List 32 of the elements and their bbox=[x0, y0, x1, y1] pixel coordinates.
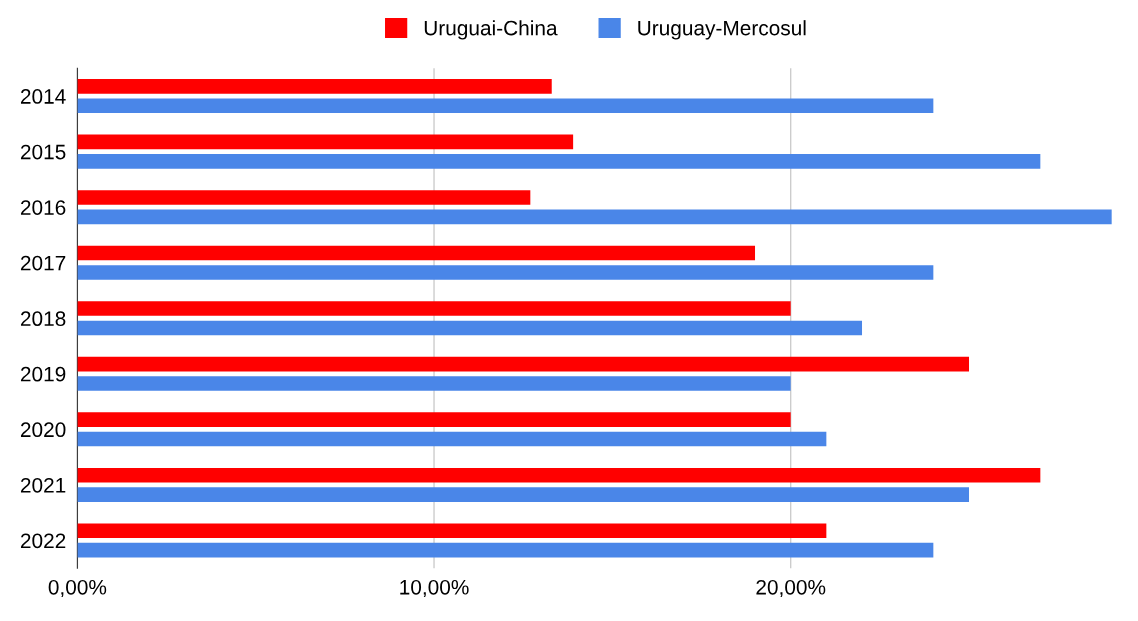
bar bbox=[77, 412, 791, 427]
bar bbox=[77, 356, 970, 372]
x-tick-label: 0,00% bbox=[48, 579, 107, 598]
legend-label: Uruguai-China bbox=[424, 20, 558, 40]
bar bbox=[77, 431, 827, 447]
bar bbox=[77, 523, 827, 539]
bar bbox=[77, 209, 1112, 225]
bar bbox=[77, 487, 970, 502]
bar bbox=[77, 154, 1041, 169]
y-tick-label: 2018 bbox=[20, 311, 66, 327]
bar bbox=[77, 376, 791, 391]
y-tick-label: 2014 bbox=[20, 89, 66, 104]
bar bbox=[77, 320, 863, 336]
legend-label: Uruguay-Mercosul bbox=[638, 20, 806, 40]
bar bbox=[77, 190, 531, 205]
y-tick-label: 2019 bbox=[20, 366, 66, 382]
y-tick-label: 2020 bbox=[20, 422, 66, 438]
y-tick-label: 2016 bbox=[20, 200, 66, 215]
y-tick-label: 2021 bbox=[20, 477, 66, 493]
bar bbox=[77, 467, 1041, 483]
y-tick-label: 2017 bbox=[20, 255, 66, 271]
bar bbox=[77, 301, 791, 316]
y-tick-label: 2015 bbox=[20, 144, 66, 160]
y-tick-label: 2022 bbox=[20, 533, 66, 549]
bar bbox=[77, 265, 934, 280]
bar bbox=[77, 542, 934, 558]
x-tick-label: 20,00% bbox=[756, 579, 826, 598]
x-tick-label: 10,00% bbox=[400, 579, 469, 598]
bar bbox=[77, 79, 552, 94]
bar bbox=[77, 245, 756, 261]
bar bbox=[77, 98, 934, 114]
bar bbox=[77, 134, 574, 150]
